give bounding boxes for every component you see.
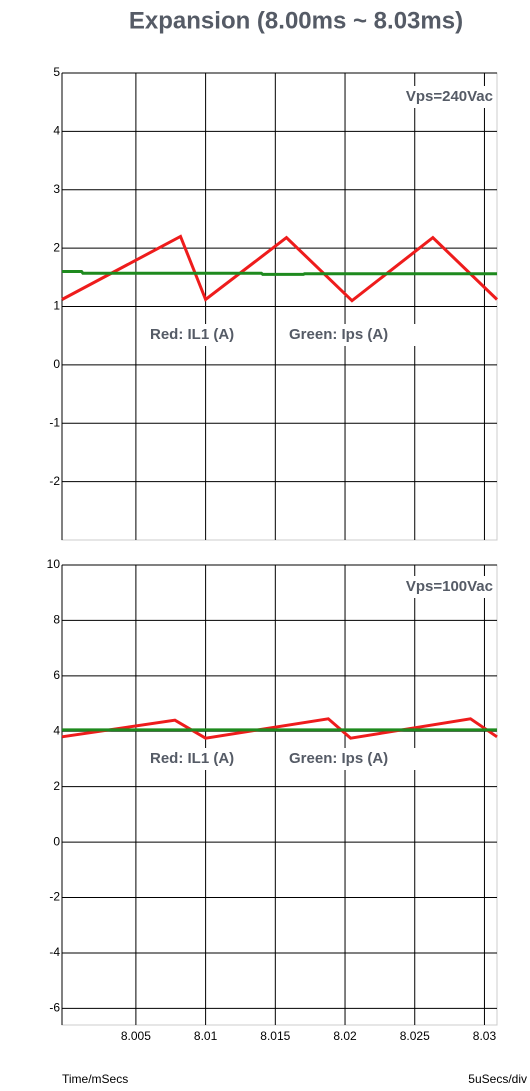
annotation: Vps=240Vac: [406, 88, 493, 105]
y-tick-label: 8: [53, 613, 60, 627]
footer-left: Time/mSecs: [62, 1072, 128, 1086]
y-tick-label: 6: [53, 668, 60, 682]
series-line: [62, 269, 497, 276]
annotation-bg: [356, 576, 496, 598]
y-tick-label: 1: [53, 299, 60, 313]
y-tick-label: 10: [47, 557, 61, 571]
x-tick-label: 8.015: [260, 1029, 290, 1043]
y-tick-label: 0: [53, 357, 60, 371]
y-tick-label: 2: [53, 779, 60, 793]
y-tick-label: -6: [49, 1001, 60, 1015]
x-tick-label: 8.03: [473, 1029, 497, 1043]
annotation: Red: IL1 (A): [150, 750, 234, 767]
annotation: Red: IL1 (A): [150, 326, 234, 343]
y-tick-label: -4: [49, 945, 60, 959]
x-tick-label: 8.025: [400, 1029, 430, 1043]
chart-title: Expansion (8.00ms ~ 8.03ms): [129, 7, 463, 34]
y-tick-label: 5: [53, 65, 60, 79]
series-line: [61, 717, 498, 740]
y-tick-label: 4: [53, 723, 60, 737]
x-tick-label: 8.005: [121, 1029, 151, 1043]
annotation-bg: [146, 324, 270, 346]
annotation-bg: [146, 748, 270, 770]
y-tick-label: 2: [53, 240, 60, 254]
y-tick-label: -2: [49, 474, 60, 488]
annotation: Green: Ips (A): [289, 750, 388, 767]
annotation: Vps=100Vac: [406, 578, 493, 595]
annotation-bg: [356, 86, 496, 108]
annotation-bg: [286, 748, 430, 770]
series-line: [61, 234, 499, 303]
y-tick-label: 4: [53, 124, 60, 138]
y-tick-label: -2: [49, 890, 60, 904]
footer-right: 5uSecs/div: [468, 1072, 527, 1086]
x-tick-label: 8.02: [333, 1029, 357, 1043]
y-tick-label: 0: [53, 834, 60, 848]
y-tick-label: 3: [53, 182, 60, 196]
annotation: Green: Ips (A): [289, 326, 388, 343]
plot-area: [61, 564, 498, 1026]
y-tick-label: -1: [49, 415, 60, 429]
annotation-bg: [286, 324, 430, 346]
x-tick-label: 8.01: [194, 1029, 218, 1043]
